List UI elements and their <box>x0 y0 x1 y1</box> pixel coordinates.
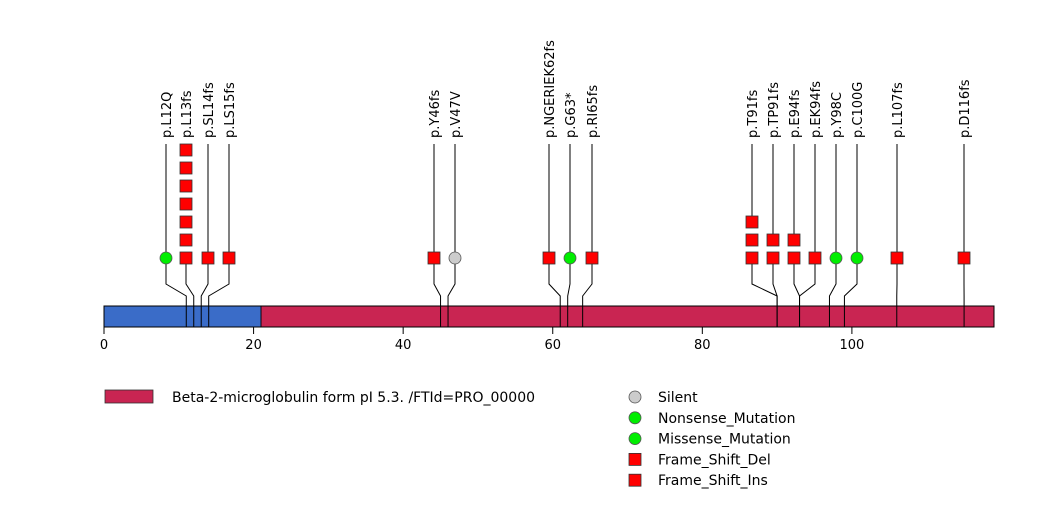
axis-tick-label-3: 60 <box>544 338 561 353</box>
marker-8-0 <box>585 251 599 265</box>
mutation-label-2: p.SL14fs <box>202 82 217 138</box>
mutation-label-12: p.EK94fs <box>809 81 824 138</box>
mutation-label-5: p.V47V <box>449 91 464 138</box>
mutation-label-1: p.L13fs <box>180 90 195 138</box>
mutation-label-16: p.D116fs <box>958 79 973 138</box>
mutation-label-8: p.RI65fs <box>586 85 601 138</box>
legend-label-2: Missense_Mutation <box>658 432 791 448</box>
marker-9-1 <box>745 233 759 247</box>
marker-1-5 <box>179 161 193 175</box>
marker-7-0 <box>563 251 577 265</box>
connector-14 <box>843 264 858 306</box>
mutation-stems <box>165 144 965 306</box>
marker-13-0 <box>829 251 843 265</box>
legend-marker-3 <box>628 452 642 466</box>
mutation-label-0: p.L12Q <box>160 92 175 138</box>
marker-9-2 <box>745 215 759 229</box>
marker-11-0 <box>787 251 801 265</box>
marker-1-6 <box>179 143 193 157</box>
mutation-label-14: p.C100G <box>851 82 866 138</box>
marker-2-0 <box>201 251 215 265</box>
domain-0 <box>103 305 262 328</box>
marker-1-3 <box>179 197 193 211</box>
mutation-label-10: p.TP91fs <box>767 82 782 138</box>
legend-domain-swatch-0 <box>104 389 154 404</box>
domain-1 <box>260 305 995 328</box>
mutation-label-11: p.E94fs <box>788 89 803 138</box>
marker-5-0 <box>448 251 462 265</box>
marker-15-0 <box>890 251 904 265</box>
connector-5 <box>447 264 456 306</box>
connector-2 <box>200 264 209 306</box>
mutation-labels: p.L12Q p.L13fs p.SL14fs p.LS15fs p.Y46fs p.V4… <box>160 40 973 138</box>
legend-label-1: Nonsense_Mutation <box>658 411 795 427</box>
marker-1-1 <box>179 233 193 247</box>
protein-track <box>103 305 995 328</box>
marker-9-0 <box>745 251 759 265</box>
axis-tick-label-4: 80 <box>694 338 711 353</box>
legend-marker-4 <box>628 473 642 487</box>
mutation-markers <box>159 143 971 265</box>
marker-14-0 <box>850 251 864 265</box>
connector-3 <box>208 264 230 306</box>
marker-12-0 <box>808 251 822 265</box>
legend: Beta-2-microglobulin form pI 5.3. /FTId=… <box>104 389 795 489</box>
legend-label-4: Frame_Shift_Ins <box>658 473 768 489</box>
marker-4-0 <box>427 251 441 265</box>
connector-7 <box>567 264 571 306</box>
mutation-label-7: p.G63* <box>564 92 579 138</box>
mutation-label-15: p.L107fs <box>891 82 906 138</box>
legend-marker-1 <box>628 411 642 425</box>
marker-16-0 <box>957 251 971 265</box>
marker-10-1 <box>766 233 780 247</box>
marker-1-0 <box>179 251 193 265</box>
mutation-label-6: p.NGERIEK62fs <box>543 40 558 138</box>
x-axis: 0 20 40 60 80 100 <box>100 326 864 353</box>
connector-1 <box>185 264 195 306</box>
connector-12 <box>799 264 816 306</box>
mutation-label-13: p.Y98C <box>830 92 845 138</box>
legend-domain-label-0: Beta-2-microglobulin form pI 5.3. /FTId=… <box>172 390 535 406</box>
mutation-label-3: p.LS15fs <box>223 82 238 138</box>
axis-tick-label-2: 40 <box>395 338 412 353</box>
mutation-label-4: p.Y46fs <box>428 90 443 138</box>
legend-label-3: Frame_Shift_Del <box>658 452 771 468</box>
marker-1-2 <box>179 215 193 229</box>
axis-tick-label-1: 20 <box>245 338 262 353</box>
marker-11-1 <box>787 233 801 247</box>
connector-4 <box>433 264 442 306</box>
marker-3-0 <box>222 251 236 265</box>
connector-0 <box>165 264 187 306</box>
connector-8 <box>582 264 593 306</box>
connector-11 <box>793 264 801 306</box>
marker-6-0 <box>542 251 556 265</box>
axis-tick-label-5: 100 <box>839 338 864 353</box>
legend-marker-2 <box>628 432 642 446</box>
legend-marker-0 <box>628 390 642 404</box>
marker-10-0 <box>766 251 780 265</box>
marker-1-4 <box>179 179 193 193</box>
connector-13 <box>828 264 837 306</box>
marker-0-0 <box>159 251 173 265</box>
connector-6 <box>548 264 561 306</box>
axis-tick-label-0: 0 <box>100 338 108 353</box>
mutation-label-9: p.T91fs <box>746 90 761 138</box>
connector-10 <box>772 264 778 306</box>
legend-label-0: Silent <box>658 390 698 406</box>
